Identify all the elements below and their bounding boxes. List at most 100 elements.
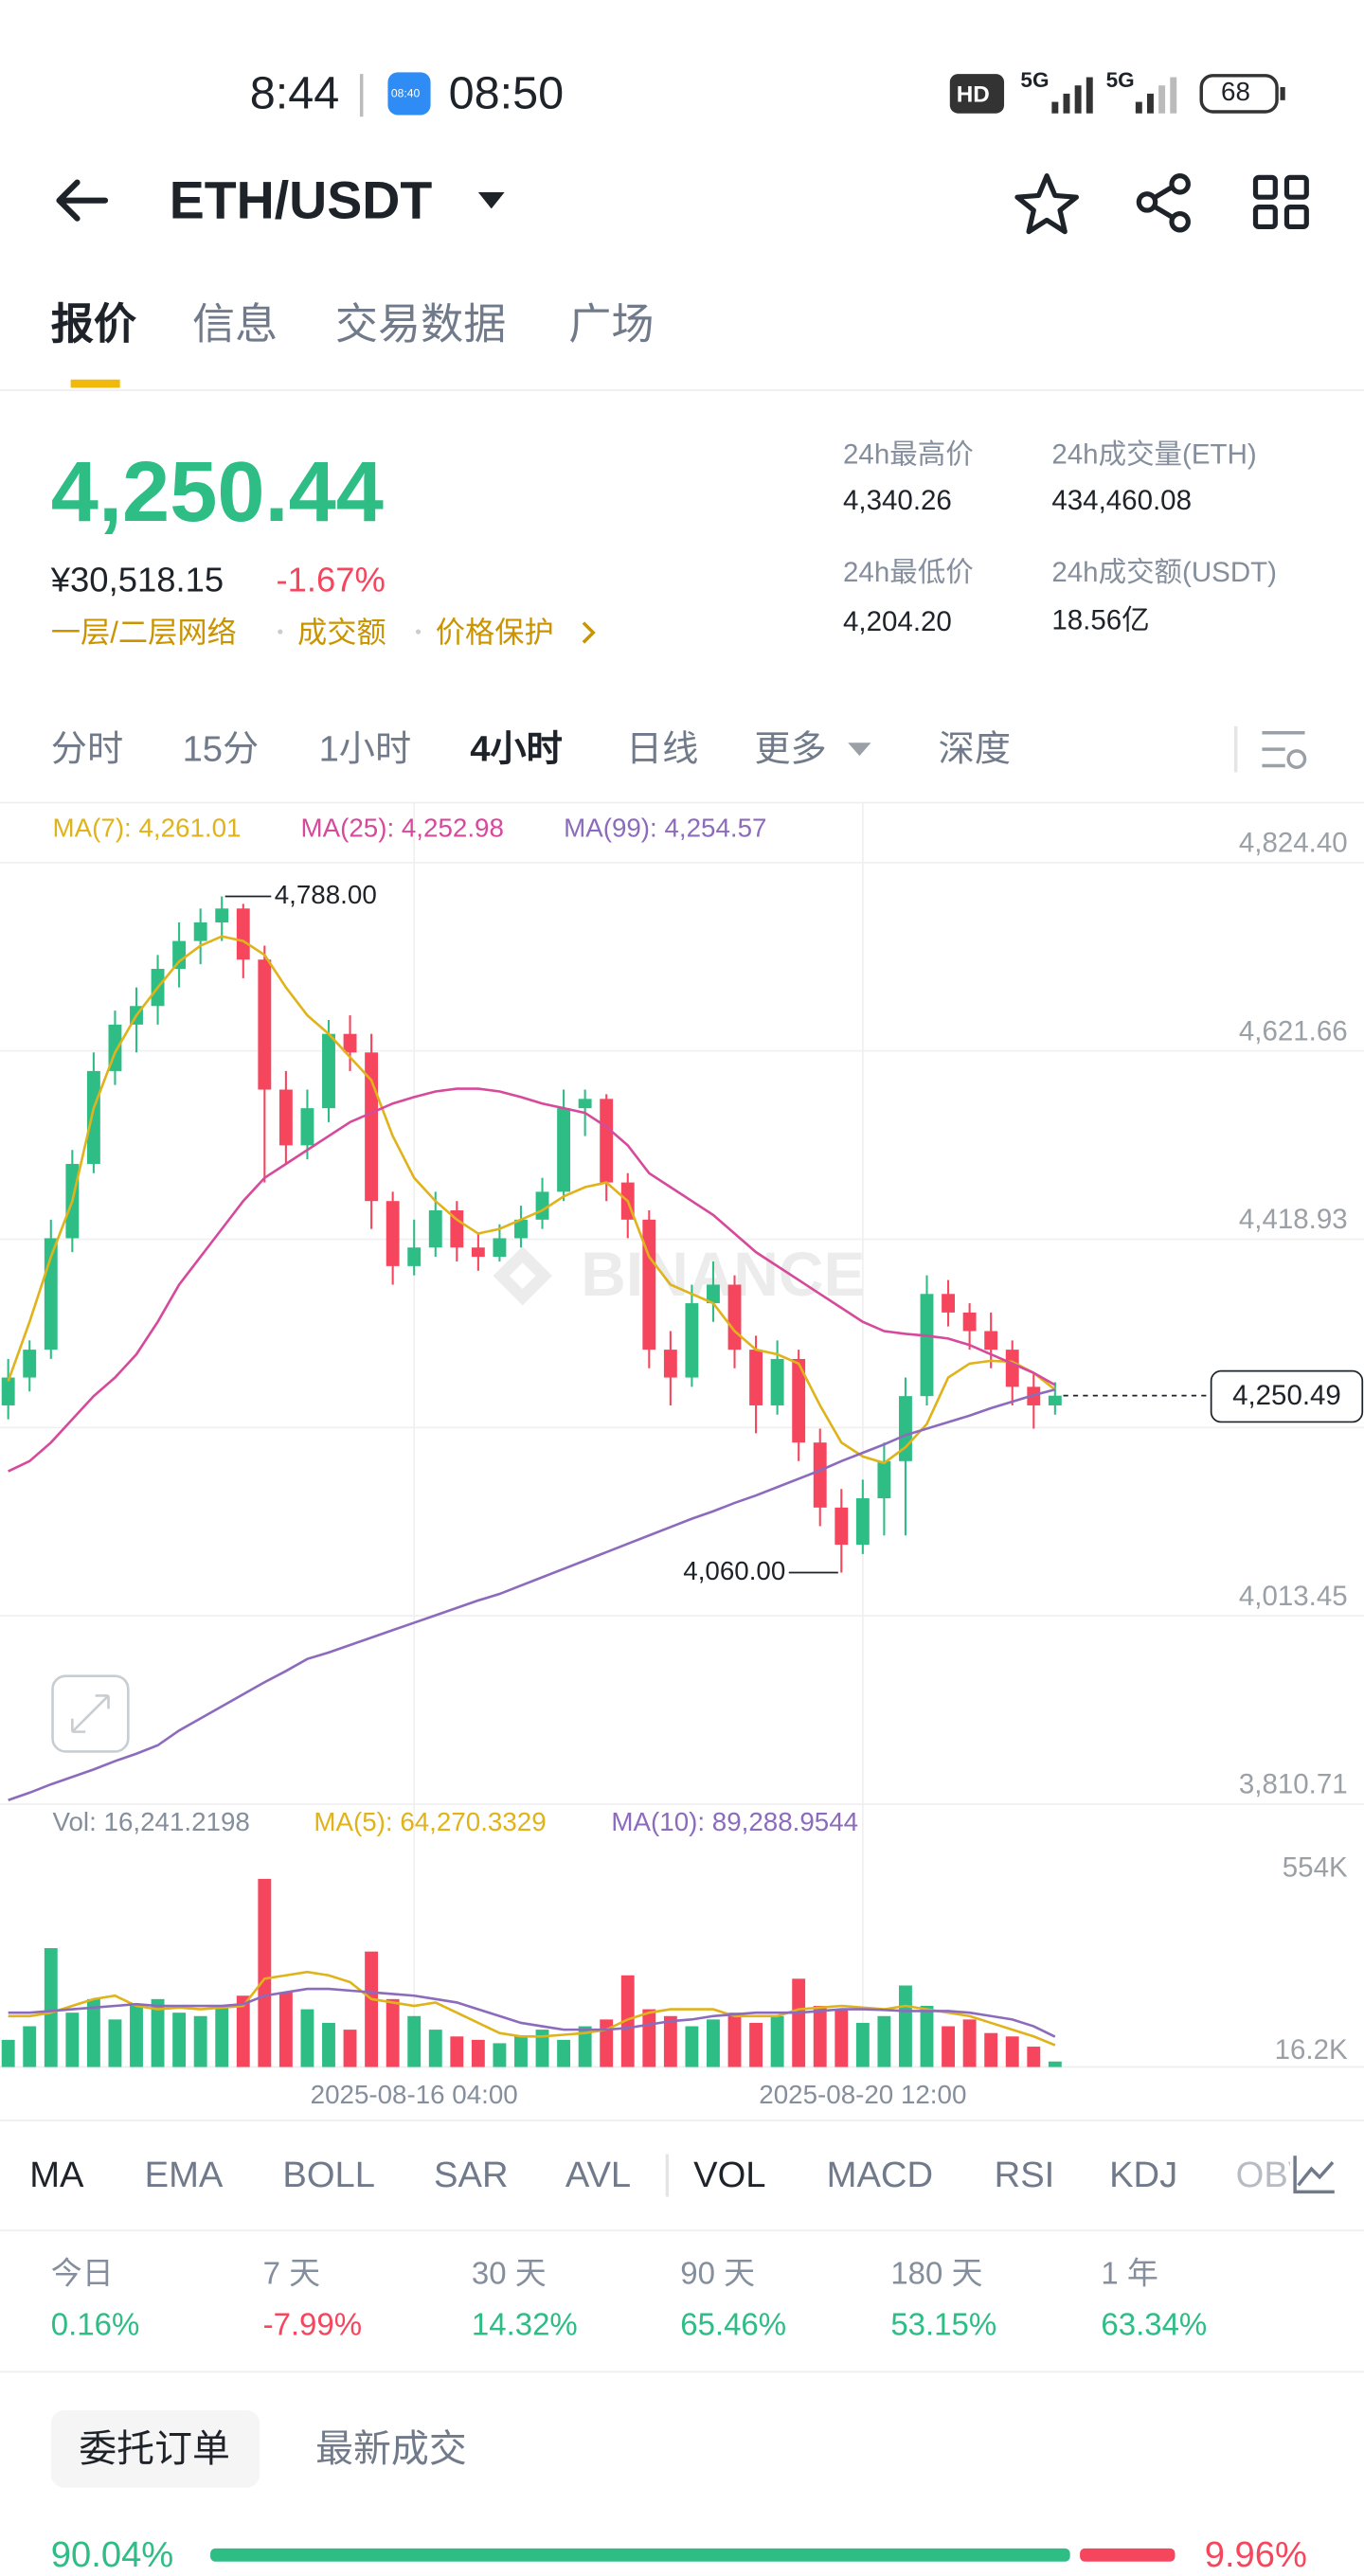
stat-value: 18.56亿: [1051, 604, 1150, 636]
volume-bar: [322, 2022, 335, 2067]
candle-body: [514, 1219, 528, 1239]
period-change: -7.99%: [262, 2308, 363, 2344]
pair-title[interactable]: ETH/USDT: [169, 170, 433, 230]
status-icons: [1051, 74, 1285, 114]
header-icons: [56, 173, 1309, 235]
candle-body: [258, 959, 272, 1090]
period-label: 30 天: [471, 2257, 547, 2293]
indicator[interactable]: MACD: [826, 2154, 934, 2195]
candle-body: [386, 1201, 400, 1266]
divider: [0, 801, 1364, 804]
annotation-label: 4,060.00: [683, 1556, 785, 1585]
candle-body: [727, 1284, 742, 1351]
order-tab[interactable]: 委托订单: [79, 2426, 230, 2470]
timeframe[interactable]: 分时: [50, 727, 124, 769]
chevron: [582, 621, 596, 644]
volume-bar: [663, 2015, 677, 2067]
volume-bar: [386, 1998, 400, 2067]
indicator[interactable]: VOL: [693, 2154, 766, 2195]
share-button[interactable]: [1136, 173, 1191, 233]
period-label: 7 天: [262, 2257, 321, 2293]
indicator[interactable]: OBV: [1235, 2154, 1290, 2195]
volume-bar: [707, 2019, 720, 2067]
network: 5G: [1105, 67, 1135, 93]
timeframe[interactable]: 1小时: [318, 727, 412, 769]
volume-bar: [300, 2009, 314, 2067]
candle-body: [493, 1238, 507, 1258]
order-tab[interactable]: 最新成交: [315, 2426, 467, 2470]
expand-button[interactable]: [51, 1674, 130, 1753]
y-tick-label: 4,418.93: [1239, 1204, 1348, 1235]
volume-bar: [1, 2039, 15, 2067]
indicator-settings[interactable]: [1288, 2149, 1341, 2202]
network: 5G: [1020, 67, 1050, 93]
volume-bar: [942, 2026, 956, 2067]
tab[interactable]: 交易数据: [334, 298, 507, 349]
volume-bar: [642, 2009, 656, 2067]
battery-level: 68: [1221, 79, 1250, 107]
tab[interactable]: 广场: [568, 298, 655, 349]
timeframe[interactable]: 15分: [182, 727, 260, 769]
divider: [0, 389, 1364, 391]
divider: [0, 2120, 1364, 2121]
indicator[interactable]: MA: [29, 2154, 84, 2195]
candle-body: [942, 1294, 956, 1313]
favorite-button[interactable]: [1014, 173, 1079, 235]
indicator-bar: MA EMA BOLL SAR AVL VOL MACD RSI KDJ OBV: [0, 2144, 1290, 2209]
volume-bar: [984, 2032, 998, 2067]
indicator[interactable]: RSI: [994, 2154, 1055, 2195]
candle-body: [813, 1442, 827, 1508]
timeframe[interactable]: 日线: [626, 727, 699, 769]
volume-bar: [620, 1975, 635, 2067]
legend-entry: MA(10): 89,288.9544: [611, 1807, 858, 1836]
y-tick-label: 4,824.40: [1239, 828, 1348, 859]
period-change: 0.16%: [50, 2308, 140, 2344]
candle-body: [984, 1331, 998, 1351]
order-tab-active[interactable]: 委托订单: [50, 2410, 260, 2488]
stat-value: 4,204.20: [843, 606, 952, 638]
last-price-label: 4,250.49: [1232, 1380, 1341, 1411]
volume-bar: [877, 2015, 891, 2067]
chart-settings[interactable]: [1262, 731, 1307, 769]
candle-body: [86, 1070, 100, 1164]
candle-body: [1005, 1350, 1019, 1387]
timeframe[interactable]: 深度: [938, 727, 1012, 769]
volume-legend: Vol: 16,241.2198: [53, 1807, 250, 1836]
candle-body: [471, 1247, 485, 1258]
ratio-bar: [210, 2548, 1176, 2562]
period-change: 65.46%: [680, 2308, 787, 2344]
back-button[interactable]: [56, 179, 109, 222]
price-change: -1.67%: [276, 562, 386, 600]
timeframe[interactable]: 4小时: [470, 727, 563, 769]
ma-line: [8, 1087, 1056, 1473]
indicator[interactable]: AVL: [565, 2154, 632, 2195]
divider: [0, 2370, 1364, 2373]
x-tick-label: 2025-08-20 12:00: [759, 2080, 966, 2109]
indicator[interactable]: EMA: [144, 2154, 224, 2195]
indicator[interactable]: SAR: [434, 2154, 509, 2195]
volume-ma-line: [8, 1987, 1056, 2038]
volume-bar: [685, 2026, 699, 2067]
volume-ma-line: [8, 1970, 1056, 2047]
volume-bar: [1048, 2061, 1062, 2067]
volume-bar: [108, 2019, 122, 2067]
volume-bar: [557, 2039, 571, 2067]
y-tick-label: 554K: [1283, 1852, 1348, 1883]
indicator[interactable]: BOLL: [282, 2154, 376, 2195]
tab[interactable]: 信息: [191, 298, 278, 349]
pair-dropdown[interactable]: [477, 191, 505, 209]
candle-body: [685, 1303, 699, 1378]
candle-body: [215, 908, 229, 923]
candle-body: [407, 1247, 422, 1266]
tag-link[interactable]: 成交额: [297, 616, 386, 650]
candle-body: [962, 1312, 977, 1332]
stat-label: 24h最低价: [843, 557, 974, 589]
tab[interactable]: 报价: [50, 298, 137, 349]
indicator[interactable]: KDJ: [1109, 2154, 1178, 2195]
menu-button[interactable]: [1252, 174, 1309, 230]
tag-link[interactable]: 价格保护: [435, 616, 554, 650]
timeframe[interactable]: 更多: [754, 727, 827, 769]
period-change: 53.15%: [890, 2308, 997, 2344]
tag-link[interactable]: 一层/二层网络: [50, 616, 237, 650]
